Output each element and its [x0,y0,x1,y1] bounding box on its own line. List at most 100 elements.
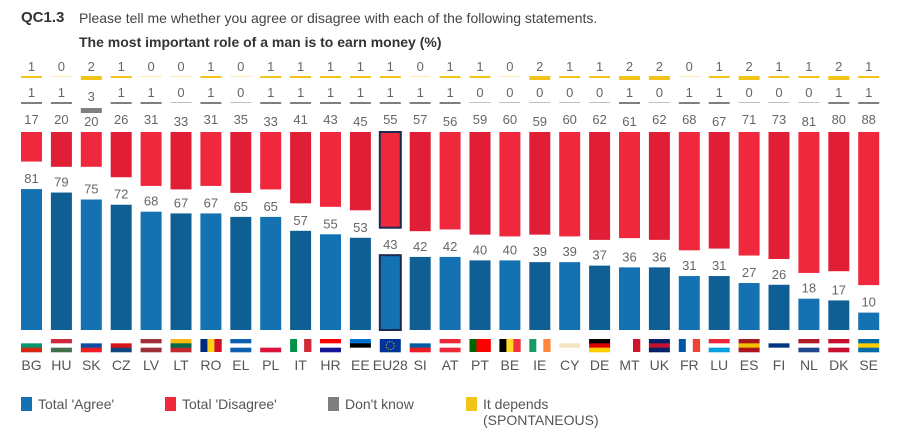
agree-value: 27 [742,265,756,280]
it-depends-bar [559,76,581,78]
flag-stripe [513,339,521,352]
agree-value: 39 [562,244,576,259]
dont-know-value: 1 [357,85,364,100]
it-depends-value: 1 [476,59,483,74]
flag-stripe [692,339,701,352]
flag-stripe [768,339,790,344]
flag-stripe [439,339,461,344]
it-depends-value: 0 [177,59,184,74]
legend-swatch-dont-know [328,397,339,411]
flag-stripe [476,339,484,352]
country-label: FR [680,357,699,373]
disagree-bar [439,132,461,230]
it-depends-bar [499,76,521,77]
it-depends-value: 1 [357,59,364,74]
it-depends-bar [529,76,551,80]
flag-stripe [589,343,611,348]
disagree-value: 59 [473,112,487,127]
agree-value: 18 [802,281,816,296]
it-depends-value: 1 [446,59,453,74]
it-depends-bar [858,76,880,78]
disagree-bar [21,132,42,162]
flag-stripe [858,339,880,344]
flag-stripe [140,343,162,348]
agree-bar [648,267,670,330]
agree-bar [678,276,700,330]
dont-know-bar [320,102,341,104]
it-depends-value: 2 [536,59,543,74]
disagree-bar [648,132,670,240]
flag-stripe [589,339,611,344]
it-depends-bar [349,76,371,78]
country-label: CY [560,357,580,373]
flag-stripe [320,339,341,344]
dont-know-value: 1 [387,85,394,100]
flag-stripe [499,339,507,352]
country-label: EL [232,357,249,373]
flag-stripe [349,343,371,348]
country-label: CZ [112,357,131,373]
flag-stripe [648,347,670,353]
disagree-value: 62 [652,112,666,127]
agree-value: 40 [503,242,517,257]
stacked-bar-chart: 111781BG012079HU232075SK112672CZ013168LV… [21,59,880,373]
disagree-value: 81 [802,114,816,129]
it-depends-bar [200,76,222,78]
disagree-bar [678,132,700,251]
country-label: MT [619,357,640,373]
disagree-value: 60 [503,112,517,127]
flag-stripe [685,339,694,352]
legend-item-it-depends: It depends (SPONTANEOUS) [466,396,599,428]
country-label: PL [262,357,279,373]
flag-stripe [633,339,641,352]
flag-stripe [708,347,730,353]
agree-value: 72 [114,187,128,202]
it-depends-bar [230,76,252,77]
disagree-bar [140,132,162,186]
flag-stripe [379,347,401,353]
country-label: SE [859,357,878,373]
dont-know-bar [648,102,670,103]
flag-stripe [304,339,312,352]
disagree-value: 68 [682,112,696,127]
agree-value: 79 [54,175,68,190]
dont-know-bar [589,102,611,103]
flag-stripe [708,343,730,348]
disagree-value: 60 [562,112,576,127]
dont-know-value: 1 [686,85,693,100]
flag-stripe [320,347,341,353]
agree-bar [170,213,192,330]
agree-value: 43 [383,237,397,252]
disagree-bar [290,132,312,204]
disagree-bar [798,132,820,273]
country-label: NL [800,357,818,373]
legend-swatch-disagree [165,397,176,411]
disagree-bar [260,132,282,190]
flag-stripe [828,339,850,344]
it-depends-value: 1 [267,59,274,74]
disagree-bar [858,132,880,286]
flag-stripe [379,343,401,348]
flag-stripe [798,339,820,344]
flag-stripe [439,343,461,348]
country-label: EU28 [373,357,408,373]
agree-value: 31 [712,258,726,273]
dont-know-bar [200,102,222,104]
disagree-value: 26 [114,112,128,127]
it-depends-bar [678,76,700,77]
it-depends-value: 0 [58,59,65,74]
it-depends-value: 1 [28,59,35,74]
flag-stripe [110,347,132,353]
agree-bar [439,256,461,330]
disagree-value: 20 [54,112,68,127]
it-depends-value: 2 [835,59,842,74]
agree-bar [260,216,282,330]
legend-item-dont-know: Don't know [328,396,414,412]
chart-title: The most important role of a man is to e… [79,34,442,50]
question-code: QC1.3 [21,9,65,26]
legend-label-dont-know: Don't know [345,396,414,412]
agree-value: 75 [84,182,98,197]
flag-stripe [543,339,551,352]
agree-bar [409,256,431,330]
dont-know-value: 1 [626,85,633,100]
